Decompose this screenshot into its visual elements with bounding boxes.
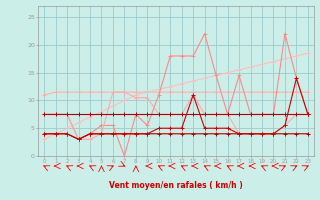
X-axis label: Vent moyen/en rafales ( km/h ): Vent moyen/en rafales ( km/h ): [109, 181, 243, 190]
